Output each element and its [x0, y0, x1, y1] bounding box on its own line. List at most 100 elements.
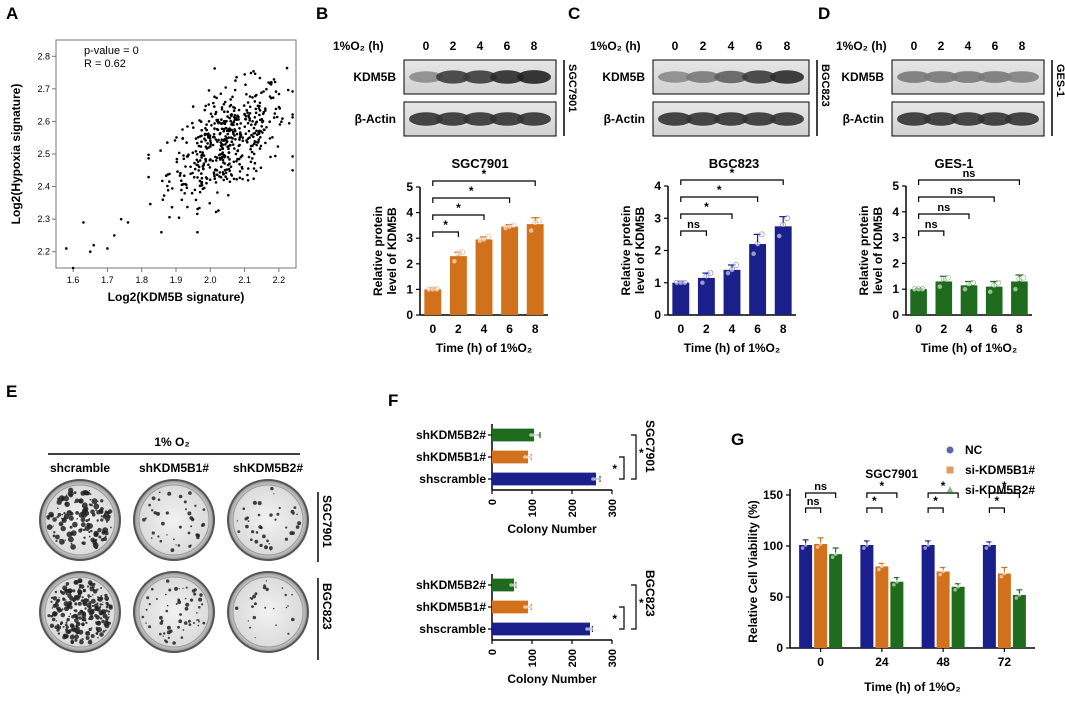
scatter-point	[183, 174, 186, 177]
scatter-point	[281, 117, 284, 120]
data-point	[481, 236, 487, 243]
scatter-point	[186, 205, 189, 209]
colony-dot	[74, 634, 79, 639]
colony-dot	[89, 493, 92, 495]
scatter-point	[194, 198, 198, 202]
scatter-point	[215, 156, 219, 159]
scatter-point	[149, 202, 152, 206]
scatter-point	[204, 160, 208, 163]
colony-dot	[75, 511, 79, 515]
colony-dot	[104, 609, 108, 613]
scatter-point	[264, 107, 267, 110]
scatter-point	[196, 164, 200, 167]
blot-time-label: 4	[728, 39, 735, 53]
scatter-point	[197, 144, 201, 148]
colony-dot	[254, 592, 258, 596]
scatter-point	[251, 120, 254, 123]
colony-dot	[65, 599, 67, 601]
colony-dot	[84, 490, 90, 496]
blot-time-label: 4	[965, 39, 972, 53]
colony-dot	[141, 615, 145, 619]
colony-dot	[247, 620, 249, 622]
data-point	[591, 477, 595, 481]
data-point	[944, 274, 951, 281]
colony-dot	[76, 518, 79, 520]
scatter-point	[253, 72, 257, 76]
scatter-point	[252, 126, 256, 130]
scatter-point	[239, 122, 242, 125]
scatter-point	[234, 79, 237, 82]
data-point	[594, 477, 598, 481]
blot-band-kdm5b	[924, 71, 958, 83]
colony-dot	[183, 500, 187, 504]
colony-dot	[85, 519, 89, 523]
scatter-point	[218, 156, 222, 160]
colony-dot	[196, 612, 198, 614]
annotation-pvalue: p-value = 0	[84, 45, 139, 57]
blot-time-label: 8	[1019, 39, 1026, 53]
x-tick-label: 100	[527, 649, 539, 667]
data-point	[953, 588, 957, 592]
colony-dot	[80, 528, 83, 531]
scatter-point	[252, 177, 255, 180]
scatter-point	[166, 141, 169, 144]
colony-dot	[145, 608, 148, 611]
y-axis-label-line1: Relative protein	[857, 205, 871, 295]
legend-marker	[946, 446, 954, 454]
scatter-point	[213, 122, 216, 125]
colony-dot	[293, 512, 295, 514]
scatter-point	[220, 106, 224, 109]
blot-band-actin	[951, 112, 985, 126]
colony-dot	[73, 580, 78, 585]
data-point	[433, 286, 440, 293]
scatter-point	[92, 243, 96, 247]
data-point	[991, 282, 998, 289]
scatter-point	[229, 173, 233, 176]
data-point	[523, 455, 527, 459]
scatter-point	[211, 143, 215, 147]
colony-dot	[77, 622, 80, 625]
scatter-point	[223, 139, 226, 142]
colony-dot	[274, 518, 277, 521]
y-tick-label: 2.4	[37, 182, 50, 192]
scatter-point	[258, 147, 262, 150]
scatter-point	[238, 138, 241, 141]
scatter-point	[229, 98, 232, 101]
colony-dot	[99, 596, 104, 601]
scatter-point	[198, 119, 201, 122]
scatter-point	[226, 132, 229, 136]
panel-letter-g: G	[731, 430, 744, 449]
colony-dot	[185, 602, 190, 607]
colony-dot	[251, 530, 255, 534]
significance-bracket	[805, 507, 822, 513]
colony-dot	[265, 587, 269, 592]
scatter-point	[226, 155, 230, 159]
scatter-point	[260, 118, 263, 122]
colony-dot	[88, 627, 92, 632]
significance-label: *	[612, 462, 617, 476]
colony-dot	[291, 593, 293, 596]
petri-dish-rim	[44, 484, 116, 556]
colony-dot	[287, 632, 290, 635]
colony-dot	[69, 634, 75, 640]
colony-dot	[184, 606, 189, 611]
colony-dot	[82, 510, 86, 514]
colony-dot	[52, 525, 54, 527]
scatter-point	[161, 179, 164, 183]
data-point	[970, 279, 976, 286]
scatter-point	[257, 140, 260, 144]
scatter-point	[198, 206, 201, 210]
colony-dot	[293, 506, 297, 509]
blot-band-kdm5b	[742, 70, 776, 84]
colony-dot	[254, 539, 259, 544]
colony-dot	[259, 543, 263, 548]
scatter-point	[64, 247, 68, 250]
colony-dot	[88, 535, 91, 538]
blot-time-label: 8	[784, 39, 791, 53]
colony-dot	[81, 596, 84, 599]
scatter-point	[220, 108, 224, 111]
y-tick-label: 0	[406, 308, 413, 322]
colony-dot	[159, 539, 163, 543]
blot-time-label: 6	[504, 39, 511, 53]
scatter-point	[227, 193, 230, 197]
